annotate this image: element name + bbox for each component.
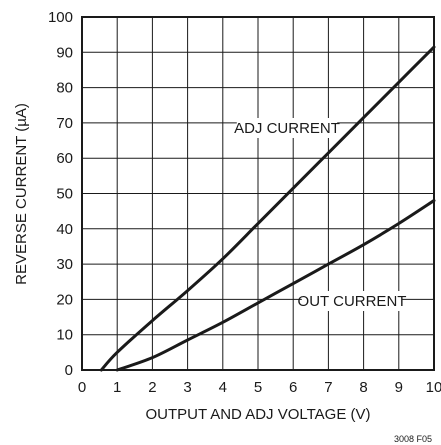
y-axis-label: REVERSE CURRENT (µA)	[13, 103, 30, 285]
annotation-group: ADJ CURRENT OUT CURRENT	[234, 118, 406, 311]
x-tick-labels: 0 1 2 3 4 5 6 7 8 9 10	[78, 379, 441, 396]
y-tick-label: 40	[56, 221, 73, 238]
series-line-out-current	[115, 199, 436, 372]
y-tick-label: 50	[56, 186, 73, 203]
annotation-label: ADJ CURRENT	[234, 120, 340, 137]
x-tick-label: 3	[183, 379, 191, 396]
figure-code: 3008 F05	[394, 434, 432, 444]
annotation-bg	[301, 291, 403, 311]
annotation-0: ADJ CURRENT	[234, 118, 340, 138]
x-tick-label: 6	[289, 379, 297, 396]
y-tick-label: 0	[65, 362, 73, 379]
x-axis-label: OUTPUT AND ADJ VOLTAGE (V)	[145, 406, 370, 423]
y-tick-label: 10	[56, 327, 73, 344]
annotation-bg	[236, 118, 338, 138]
y-tick-label: 30	[56, 256, 73, 273]
y-tick-label: 80	[56, 80, 73, 97]
plot-border	[81, 16, 435, 371]
y-tick-label: 100	[48, 9, 73, 26]
annotation-1: OUT CURRENT	[298, 291, 407, 311]
x-tick-label: 9	[395, 379, 403, 396]
y-tick-label: 60	[56, 150, 73, 167]
y-tick-label: 20	[56, 291, 73, 308]
x-tick-label: 1	[113, 379, 121, 396]
x-tick-label: 10	[426, 379, 441, 396]
y-tick-labels: 0 10 20 30 40 50 60 70 80 90 100	[48, 9, 73, 379]
series-line-adj-current	[99, 45, 436, 372]
x-tick-label: 7	[324, 379, 332, 396]
plot-frame	[81, 16, 435, 371]
x-tick-label: 5	[254, 379, 262, 396]
x-tick-label: 4	[219, 379, 227, 396]
x-tick-label: 0	[78, 379, 86, 396]
series-group	[99, 45, 436, 372]
x-tick-label: 8	[359, 379, 367, 396]
y-tick-label: 70	[56, 115, 73, 132]
grid	[81, 16, 435, 371]
annotation-label: OUT CURRENT	[298, 293, 407, 310]
y-tick-label: 90	[56, 44, 73, 61]
x-tick-label: 2	[148, 379, 156, 396]
